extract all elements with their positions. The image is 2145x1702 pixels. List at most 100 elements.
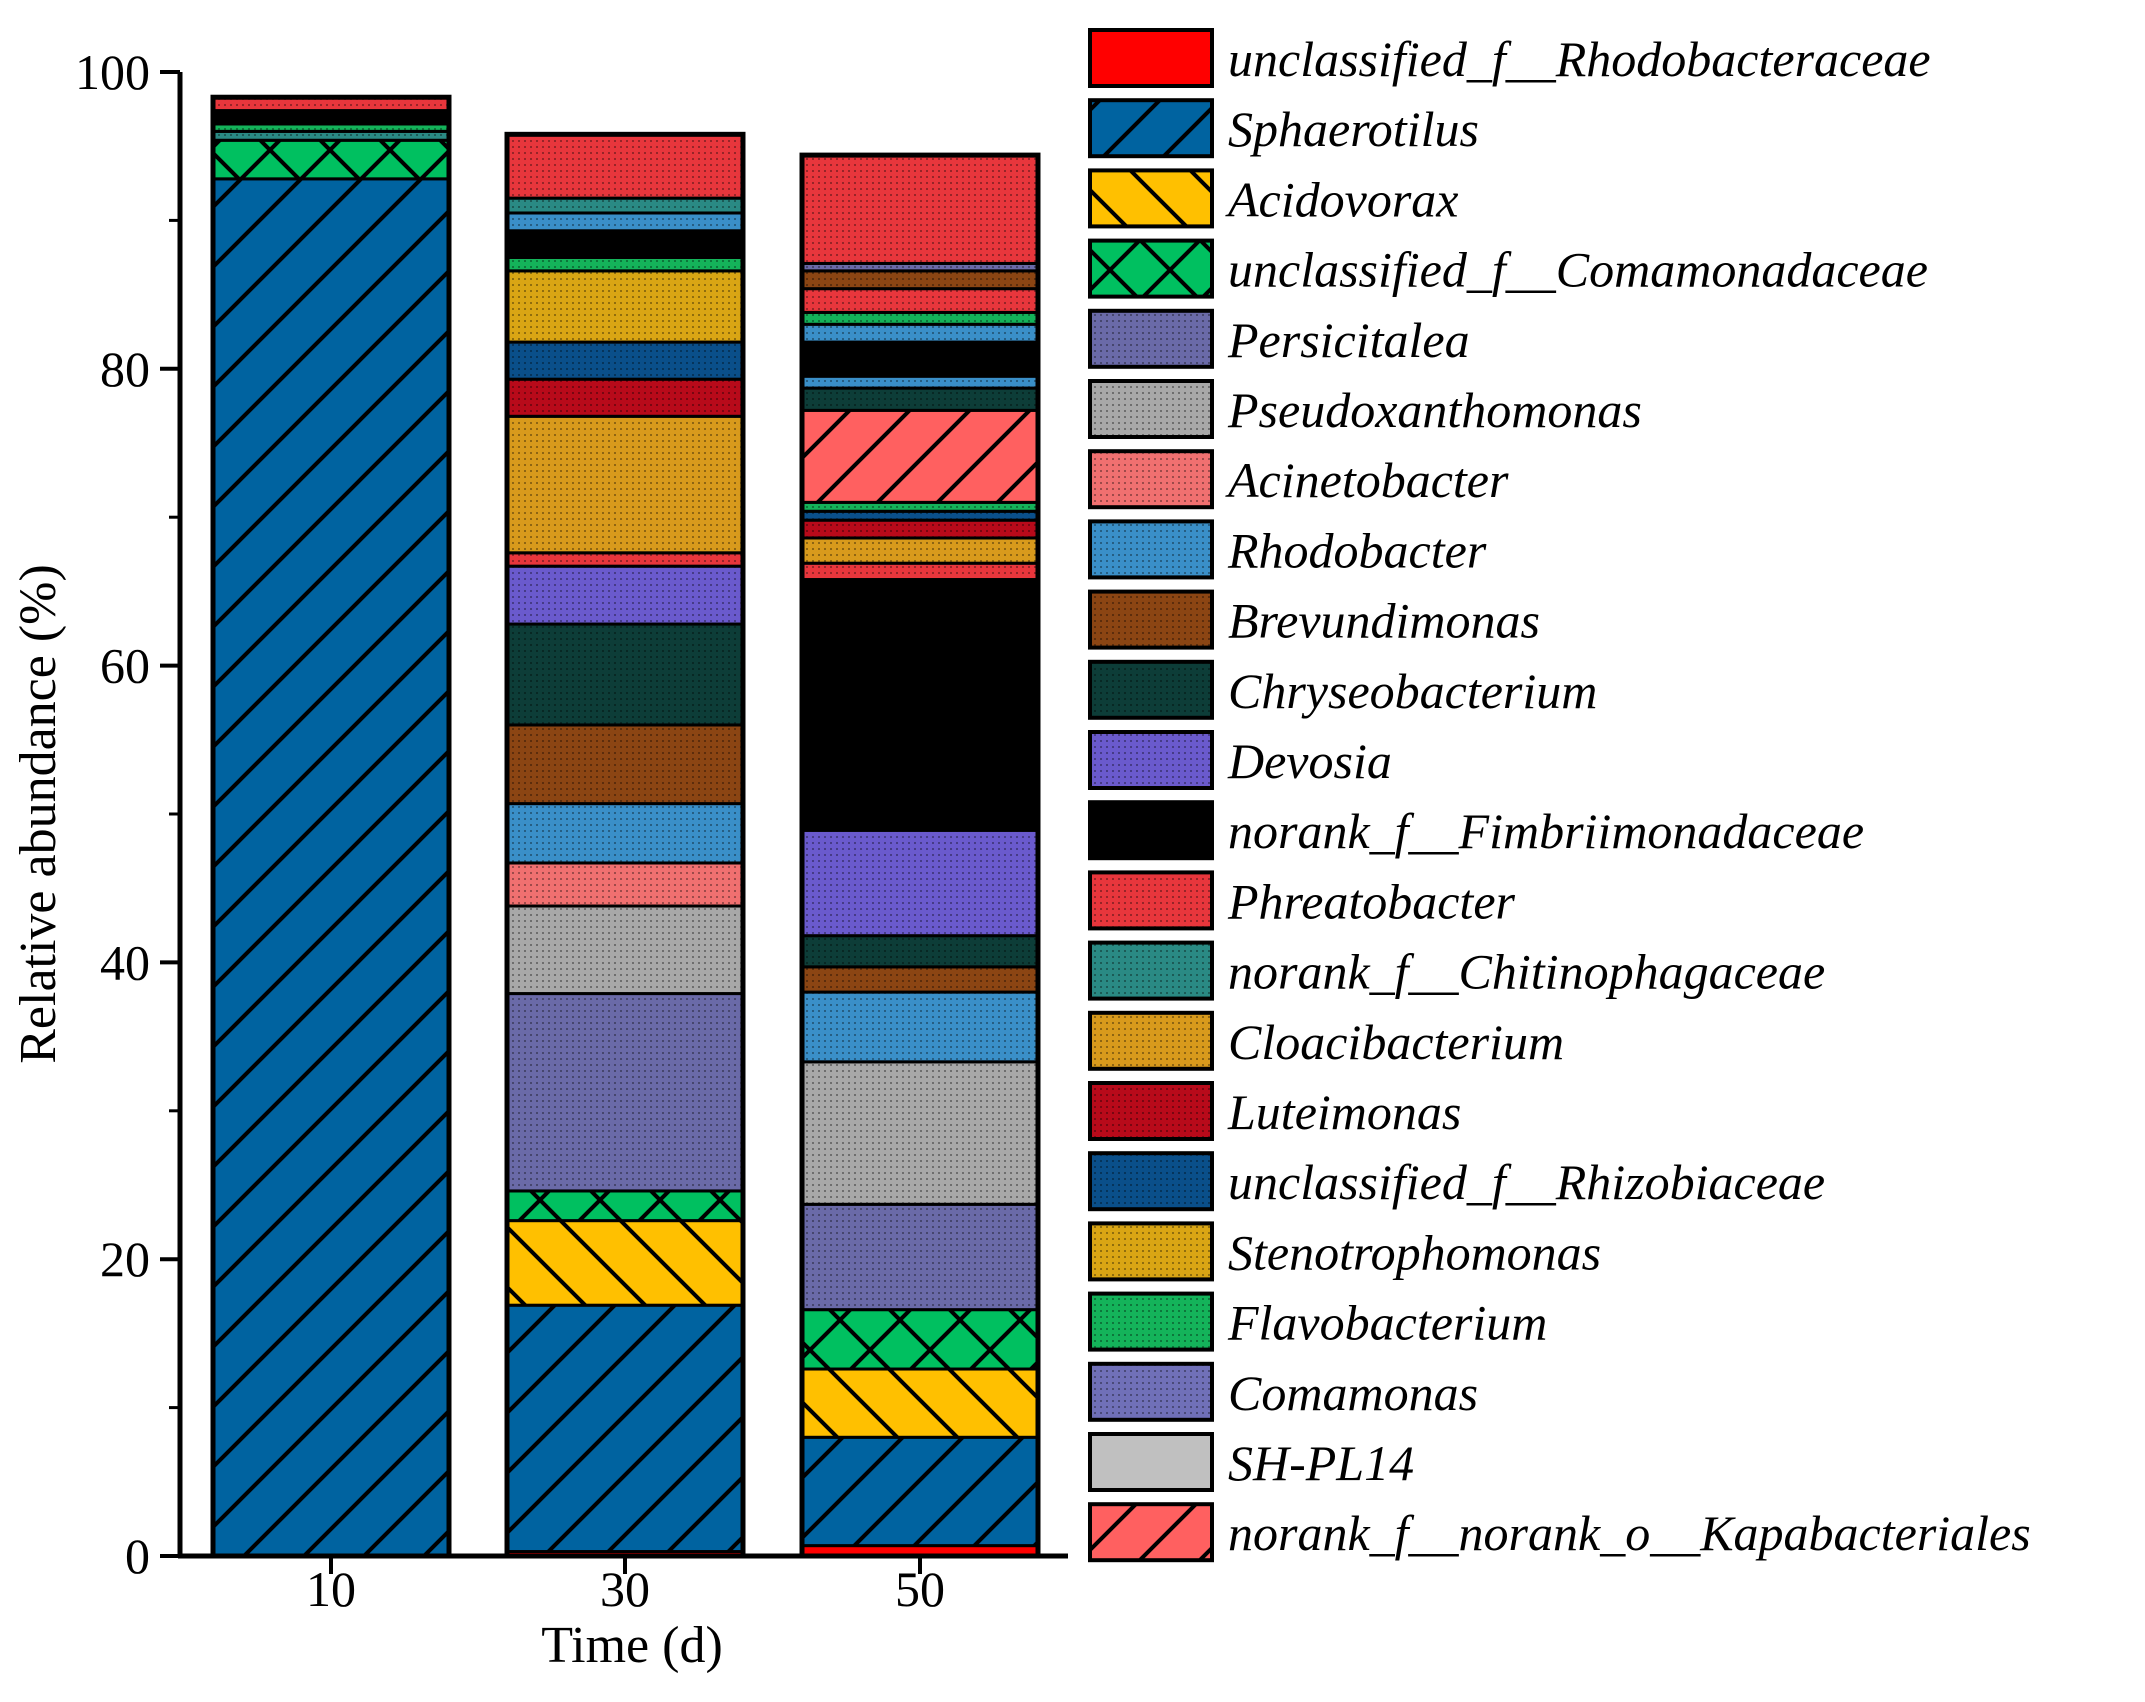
bar-segment xyxy=(800,340,1040,378)
x-tick-label: 10 xyxy=(306,1561,356,1617)
legend-swatch xyxy=(1088,1291,1214,1352)
bar-segment xyxy=(505,861,745,908)
legend-label: Stenotrophomonas xyxy=(1228,1224,1601,1280)
legend-label: norank_f__norank_o__Kapabacteriales xyxy=(1228,1505,2031,1561)
legend-label: Chryseobacterium xyxy=(1228,663,1597,719)
bar-segment xyxy=(505,132,745,200)
bar-segment xyxy=(505,723,745,806)
bar-segment xyxy=(800,310,1040,326)
legend-swatch xyxy=(1088,1432,1214,1492)
legend: unclassified_f__Rhodobacteraceae Sphaerot… xyxy=(1088,28,2031,1563)
bar-segment xyxy=(800,1060,1040,1206)
legend-swatch xyxy=(1088,940,1214,1001)
legend-swatch xyxy=(1088,800,1214,861)
bar-segment xyxy=(505,256,745,273)
x-tick-label: 50 xyxy=(895,1561,945,1617)
legend-label: Acidovorax xyxy=(1225,171,1458,227)
bar-segment xyxy=(800,1202,1040,1312)
bar-segment xyxy=(211,177,451,1558)
bar-segment xyxy=(800,561,1040,582)
legend-swatch xyxy=(1088,1221,1214,1282)
bar-segment xyxy=(800,269,1040,291)
bar-segment xyxy=(800,153,1040,265)
bar-segment xyxy=(800,934,1040,969)
bar-segment xyxy=(505,211,745,233)
legend-swatch xyxy=(1088,1081,1214,1141)
legend-label: Pseudoxanthomonas xyxy=(1227,382,1642,438)
bar-segment xyxy=(211,138,451,181)
legend-swatch xyxy=(1088,659,1214,720)
bar-segment xyxy=(505,377,745,418)
bar-segment xyxy=(800,990,1040,1064)
legend-swatch xyxy=(1088,730,1214,790)
legend-swatch xyxy=(1088,1010,1214,1071)
bar-segment xyxy=(800,1367,1040,1439)
bar-segment xyxy=(505,1303,745,1554)
bar-segment xyxy=(505,551,745,568)
legend-swatch xyxy=(1088,589,1214,650)
legend-swatch xyxy=(1088,449,1214,510)
bar-segment xyxy=(800,965,1040,994)
bar-segment xyxy=(800,322,1040,344)
bar-segment xyxy=(505,1189,745,1223)
legend-label: Cloacibacterium xyxy=(1228,1014,1564,1070)
ticks-layer: 10 30 50 0 20 40 60 80 100 xyxy=(75,44,945,1617)
bar-segment xyxy=(505,992,745,1193)
bar-segment xyxy=(800,1308,1040,1371)
bar-segment xyxy=(800,536,1040,565)
bar-segment xyxy=(505,564,745,626)
legend-label: Sphaerotilus xyxy=(1228,101,1479,157)
legend-label: Rhodobacter xyxy=(1227,522,1487,578)
y-tick-label: 60 xyxy=(100,638,150,694)
legend-swatch xyxy=(1088,1361,1214,1422)
legend-label: Flavobacterium xyxy=(1227,1295,1547,1351)
legend-label: unclassified_f__Rhodobacteraceae xyxy=(1228,31,1931,87)
legend-label: Acinetobacter xyxy=(1225,452,1509,508)
y-tick-label: 80 xyxy=(100,341,150,397)
legend-label: norank_f__Chitinophagaceae xyxy=(1228,944,1825,1000)
bar-segment xyxy=(800,518,1040,540)
bar-segment xyxy=(800,386,1040,412)
legend-swatch xyxy=(1088,308,1214,369)
legend-label: unclassified_f__Rhizobiaceae xyxy=(1228,1154,1825,1210)
bar-segment xyxy=(505,229,745,259)
legend-swatch xyxy=(1088,98,1214,159)
bar-segment xyxy=(505,340,745,381)
legend-swatch xyxy=(1088,1151,1214,1212)
legend-swatch xyxy=(1088,168,1214,229)
legend-label: unclassified_f__Comamonadaceae xyxy=(1228,242,1928,298)
legend-label: Luteimonas xyxy=(1227,1084,1461,1140)
bar-segment xyxy=(800,287,1040,314)
legend-swatch xyxy=(1088,238,1214,299)
y-tick-label: 0 xyxy=(125,1528,150,1584)
legend-label: Devosia xyxy=(1227,733,1392,789)
x-axis-title: Time (d) xyxy=(541,1617,723,1674)
bar-segment xyxy=(211,109,451,126)
bar-segment xyxy=(505,802,745,865)
x-tick-label: 30 xyxy=(600,1561,650,1617)
legend-label: Persicitalea xyxy=(1227,312,1470,368)
legend-label: Comamonas xyxy=(1228,1365,1478,1421)
legend-swatch xyxy=(1088,1502,1214,1563)
legend-swatch xyxy=(1088,379,1214,439)
bars-layer xyxy=(210,94,1041,1559)
bar-segment xyxy=(505,269,745,344)
bar-segment xyxy=(505,904,745,996)
bar-segment xyxy=(800,374,1040,390)
bar-segment xyxy=(800,1435,1040,1548)
y-tick-label: 20 xyxy=(100,1231,150,1287)
legend-swatch xyxy=(1088,519,1214,580)
legend-label: Brevundimonas xyxy=(1228,593,1540,649)
y-tick-label: 100 xyxy=(75,44,150,100)
legend-label: SH-PL14 xyxy=(1228,1435,1414,1491)
legend-swatch xyxy=(1088,870,1214,931)
legend-label: norank_f__Fimbriimonadaceae xyxy=(1228,803,1864,859)
legend-swatch xyxy=(1088,28,1214,88)
bar-segment xyxy=(505,414,745,555)
y-axis-title: Relative abundance (%) xyxy=(10,564,67,1064)
bar-segment xyxy=(800,578,1040,832)
legend-label: Phreatobacter xyxy=(1227,873,1516,929)
bar-segment xyxy=(505,196,745,215)
